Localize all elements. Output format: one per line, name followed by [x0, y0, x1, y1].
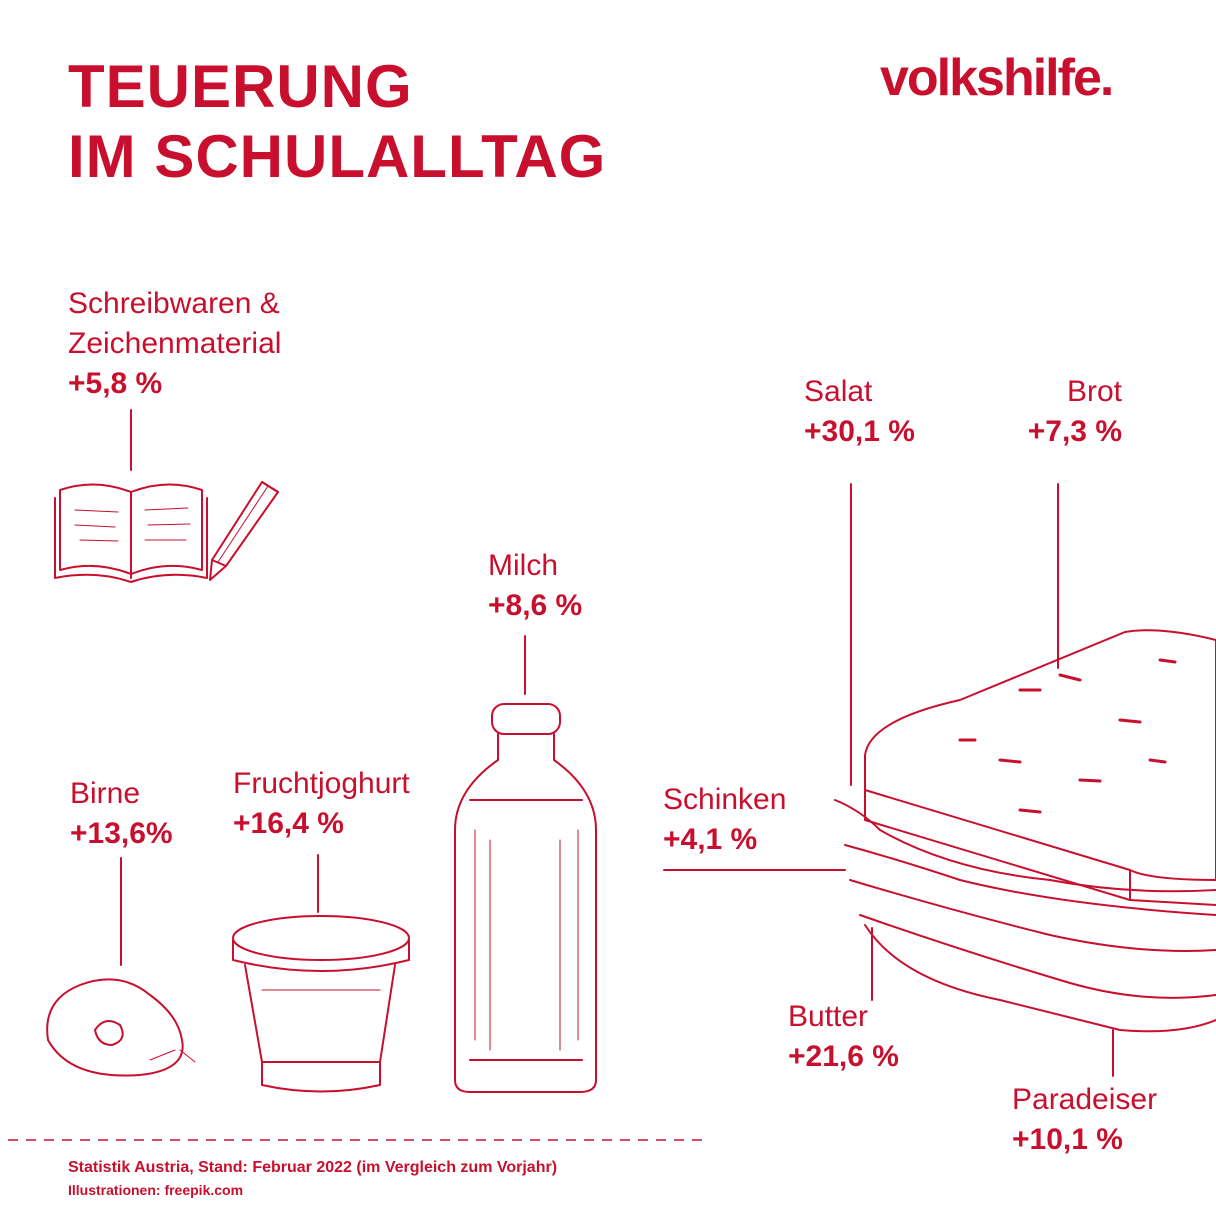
label-milch-value: +8,6 % — [488, 589, 583, 622]
label-paradeiser-name: Paradeiser — [1012, 1083, 1158, 1116]
label-brot-value: +7,3 % — [1027, 415, 1122, 448]
label-paradeiser-value: +10,1 % — [1012, 1123, 1123, 1156]
book-icon — [54, 483, 208, 583]
label-fruchtjoghurt-name: Fruchtjoghurt — [233, 767, 410, 800]
label-birne: Birne +13,6% — [70, 774, 173, 854]
pencil-icon — [209, 481, 279, 581]
label-butter: Butter +21,6 % — [788, 997, 899, 1077]
label-schinken-value: +4,1 % — [663, 823, 758, 856]
label-salat: Salat +30,1 % — [804, 372, 915, 452]
label-schinken-name: Schinken — [663, 783, 787, 816]
label-schreibwaren-name-1: Schreibwaren & — [68, 287, 280, 320]
label-milch: Milch +8,6 % — [488, 546, 582, 626]
label-fruchtjoghurt-value: +16,4 % — [233, 807, 344, 840]
volkshilfe-logo: volkshilfe. — [880, 49, 1114, 107]
label-fruchtjoghurt: Fruchtjoghurt +16,4 % — [233, 764, 410, 844]
label-paradeiser: Paradeiser +10,1 % — [1012, 1080, 1157, 1160]
label-salat-value: +30,1 % — [804, 415, 915, 448]
label-birne-value: +13,6% — [70, 817, 173, 850]
footer-source: Statistik Austria, Stand: Februar 2022 (… — [68, 1159, 558, 1176]
title-line-1: TEUERUNG — [68, 53, 413, 120]
label-butter-value: +21,6 % — [788, 1040, 899, 1073]
label-salat-name: Salat — [804, 375, 873, 408]
milk-bottle-icon — [454, 703, 597, 1093]
title-line-2: IM SCHULALLTAG — [68, 123, 607, 190]
label-schreibwaren-name-2: Zeichenmaterial — [68, 327, 282, 360]
label-schinken: Schinken +4,1 % — [663, 780, 786, 860]
footer: Statistik Austria, Stand: Februar 2022 (… — [68, 1157, 557, 1201]
label-brot-name: Brot — [1066, 375, 1122, 408]
label-milch-name: Milch — [488, 549, 559, 582]
pear-icon — [46, 978, 196, 1077]
label-birne-name: Birne — [70, 777, 141, 810]
label-butter-name: Butter — [788, 1000, 869, 1033]
label-brot: Brot +7,3 % — [1010, 372, 1122, 452]
label-schreibwaren-value: +5,8 % — [68, 367, 163, 400]
page-title: TEUERUNG IM SCHULALLTAG — [68, 52, 606, 192]
label-schreibwaren: Schreibwaren & Zeichenmaterial +5,8 % — [68, 284, 281, 404]
footer-credits: Illustrationen: freepik.com — [68, 1182, 244, 1198]
yogurt-cup-icon — [232, 915, 410, 1093]
sandwich-icon — [834, 629, 1216, 1033]
